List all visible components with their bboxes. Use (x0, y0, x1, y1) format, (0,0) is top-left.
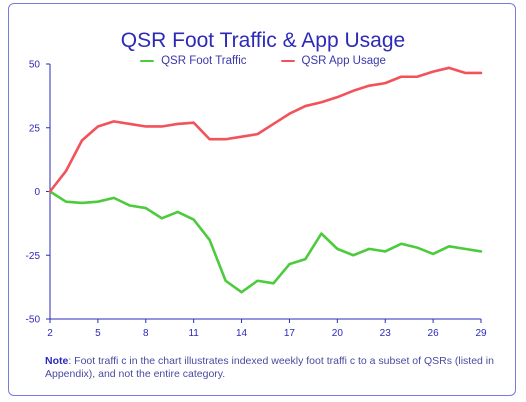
y-tick-label: 0 (34, 187, 40, 198)
legend-swatch-foot-traffic (140, 59, 155, 63)
y-tick-label: 50 (29, 60, 41, 71)
footnote-text: : Foot traffi c in the chart illustrates… (45, 355, 494, 380)
legend-item-app-usage: QSR App Usage (280, 55, 386, 67)
footnote: Note: Foot traffi c in the chart illustr… (45, 355, 505, 381)
x-tick-label: 8 (143, 328, 149, 339)
legend-label-app-usage: QSR App Usage (301, 55, 386, 67)
x-tick-label: 17 (284, 328, 296, 339)
y-tick-label: -50 (26, 315, 41, 326)
legend-label-foot-traffic: QSR Foot Traffic (161, 55, 247, 67)
x-tick-label: 29 (475, 328, 487, 339)
chart-title: QSR Foot Traffic & App Usage (120, 29, 406, 52)
x-tick-label: 20 (332, 328, 344, 339)
legend-swatch-app-usage (280, 59, 295, 63)
chart-card (8, 3, 516, 396)
legend-item-foot-traffic: QSR Foot Traffic (140, 55, 247, 67)
x-tick-label: 14 (236, 328, 248, 339)
x-tick-label: 26 (428, 328, 440, 339)
y-tick-label: 25 (29, 123, 41, 134)
series-line-app-usage (48, 66, 483, 193)
footnote-label: Note (45, 355, 69, 367)
x-tick-label: 23 (380, 328, 392, 339)
legend: QSR Foot Traffic QSR App Usage (0, 55, 526, 67)
y-tick-label: -25 (26, 251, 41, 262)
x-tick-label: 11 (188, 328, 199, 339)
series-line-foot-traffic (48, 190, 483, 294)
x-tick-label: 5 (95, 328, 101, 339)
x-tick-label: 2 (47, 328, 53, 339)
